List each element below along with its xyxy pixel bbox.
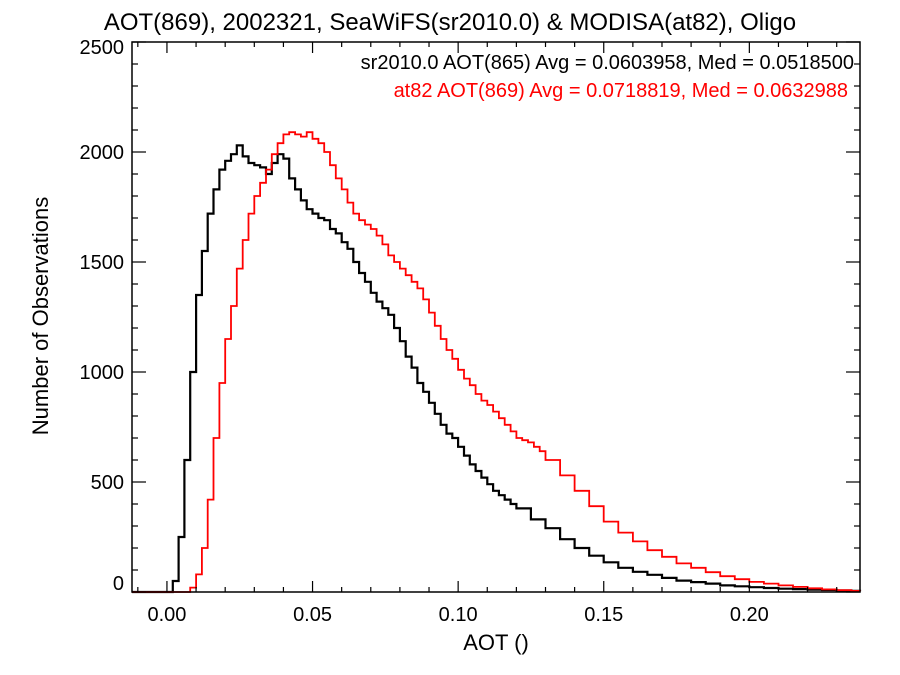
plot-frame [131,41,861,593]
y-tick-label: 1000 [80,362,125,384]
x-tick-label: 0.05 [293,604,332,626]
chart-title: AOT(869), 2002321, SeaWiFS(sr2010.0) & M… [104,9,796,36]
x-tick-label: 0.15 [584,604,623,626]
series-line-0 [132,144,862,594]
y-tick-label: 500 [91,472,124,494]
x-tick-label: 0.20 [730,604,769,626]
y-tick-label: 0 [113,573,124,595]
legend-entry-sr2010: sr2010.0 AOT(865) Avg = 0.0603958, Med =… [361,52,854,74]
y-tick-label: 2000 [80,142,125,164]
legend-entry-at82: at82 AOT(869) Avg = 0.0718819, Med = 0.0… [394,80,848,102]
series-line-1 [132,131,861,593]
x-axis-title: AOT () [463,630,529,655]
ticks-layer [132,41,860,593]
y-axis-title: Number of Observations [28,197,53,435]
tick-labels-layer: 0.00 0.05 0.10 0.15 0.20 0 500 1000 1500 2000 2500 [80,37,769,626]
x-tick-label: 0.00 [147,604,186,626]
series-layer [132,131,862,594]
x-tick-label: 0.10 [439,604,478,626]
y-tick-label: 2500 [80,37,125,59]
y-tick-label: 1500 [80,252,125,274]
